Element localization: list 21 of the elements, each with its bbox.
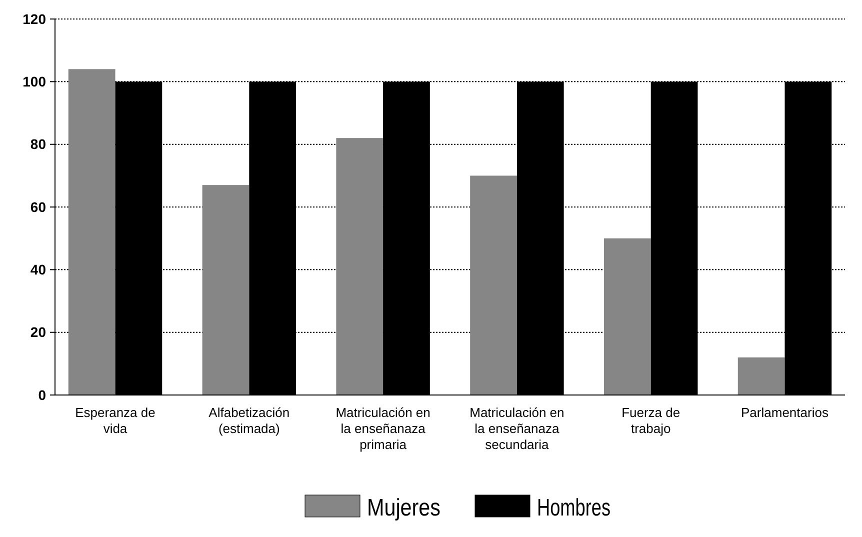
x-tick-label: Esperanza de vida [75,405,156,436]
y-tick-label: 40 [30,262,46,278]
bar [68,69,116,395]
y-tick-label: 120 [22,10,46,27]
bar [738,357,785,395]
legend-label: Mujeres [367,494,452,522]
y-tick-label: 80 [30,136,46,152]
bar [336,138,384,395]
y-tick-label: 60 [30,198,46,215]
bar [470,176,517,395]
y-tick-label: 20 [30,324,46,340]
bar [604,238,651,395]
x-tick-label: Matriculación en la enseñanaza secundaria [470,405,564,452]
legend-label: Hombres [537,494,634,522]
x-tick-label: Parlamentarios [741,405,829,420]
x-tick-label: Alfabetización (estimada) [208,405,290,436]
y-tick-label: 0 [38,386,46,403]
x-tick-label: Matriculación en la enseñanaza primaria [336,405,430,452]
y-tick-label: 100 [22,74,46,90]
bar [202,185,250,395]
x-tick-label: Fuerza de trabajo [622,405,680,436]
